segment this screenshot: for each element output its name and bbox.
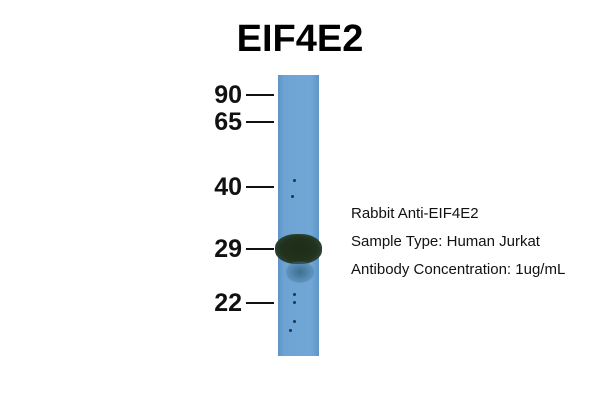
protein-band (275, 234, 322, 264)
concentration-label: Antibody Concentration: 1ug/mL (351, 261, 566, 278)
marker-tick (246, 186, 274, 188)
marker-29: 29 (200, 235, 280, 263)
band-smear (286, 261, 314, 283)
speck (293, 179, 296, 182)
marker-40: 40 (200, 173, 280, 201)
marker-label: 90 (214, 81, 242, 109)
marker-65: 65 (200, 108, 280, 136)
sample-type-label: Sample Type: Human Jurkat (351, 233, 540, 250)
marker-tick (246, 302, 274, 304)
blot-title: EIF4E2 (0, 18, 600, 61)
marker-tick (246, 121, 274, 123)
marker-label: 22 (214, 289, 242, 317)
speck (293, 301, 296, 304)
marker-label: 65 (214, 108, 242, 136)
marker-label: 29 (214, 235, 242, 263)
antibody-label: Rabbit Anti-EIF4E2 (351, 205, 479, 222)
speck (293, 293, 296, 296)
speck (293, 320, 296, 323)
speck (291, 195, 294, 198)
marker-tick (246, 94, 274, 96)
blot-lane (275, 75, 322, 356)
marker-90: 90 (200, 81, 280, 109)
marker-22: 22 (200, 289, 280, 317)
title-text: EIF4E2 (236, 18, 364, 60)
marker-label: 40 (214, 173, 242, 201)
marker-tick (246, 248, 274, 250)
speck (289, 329, 292, 332)
